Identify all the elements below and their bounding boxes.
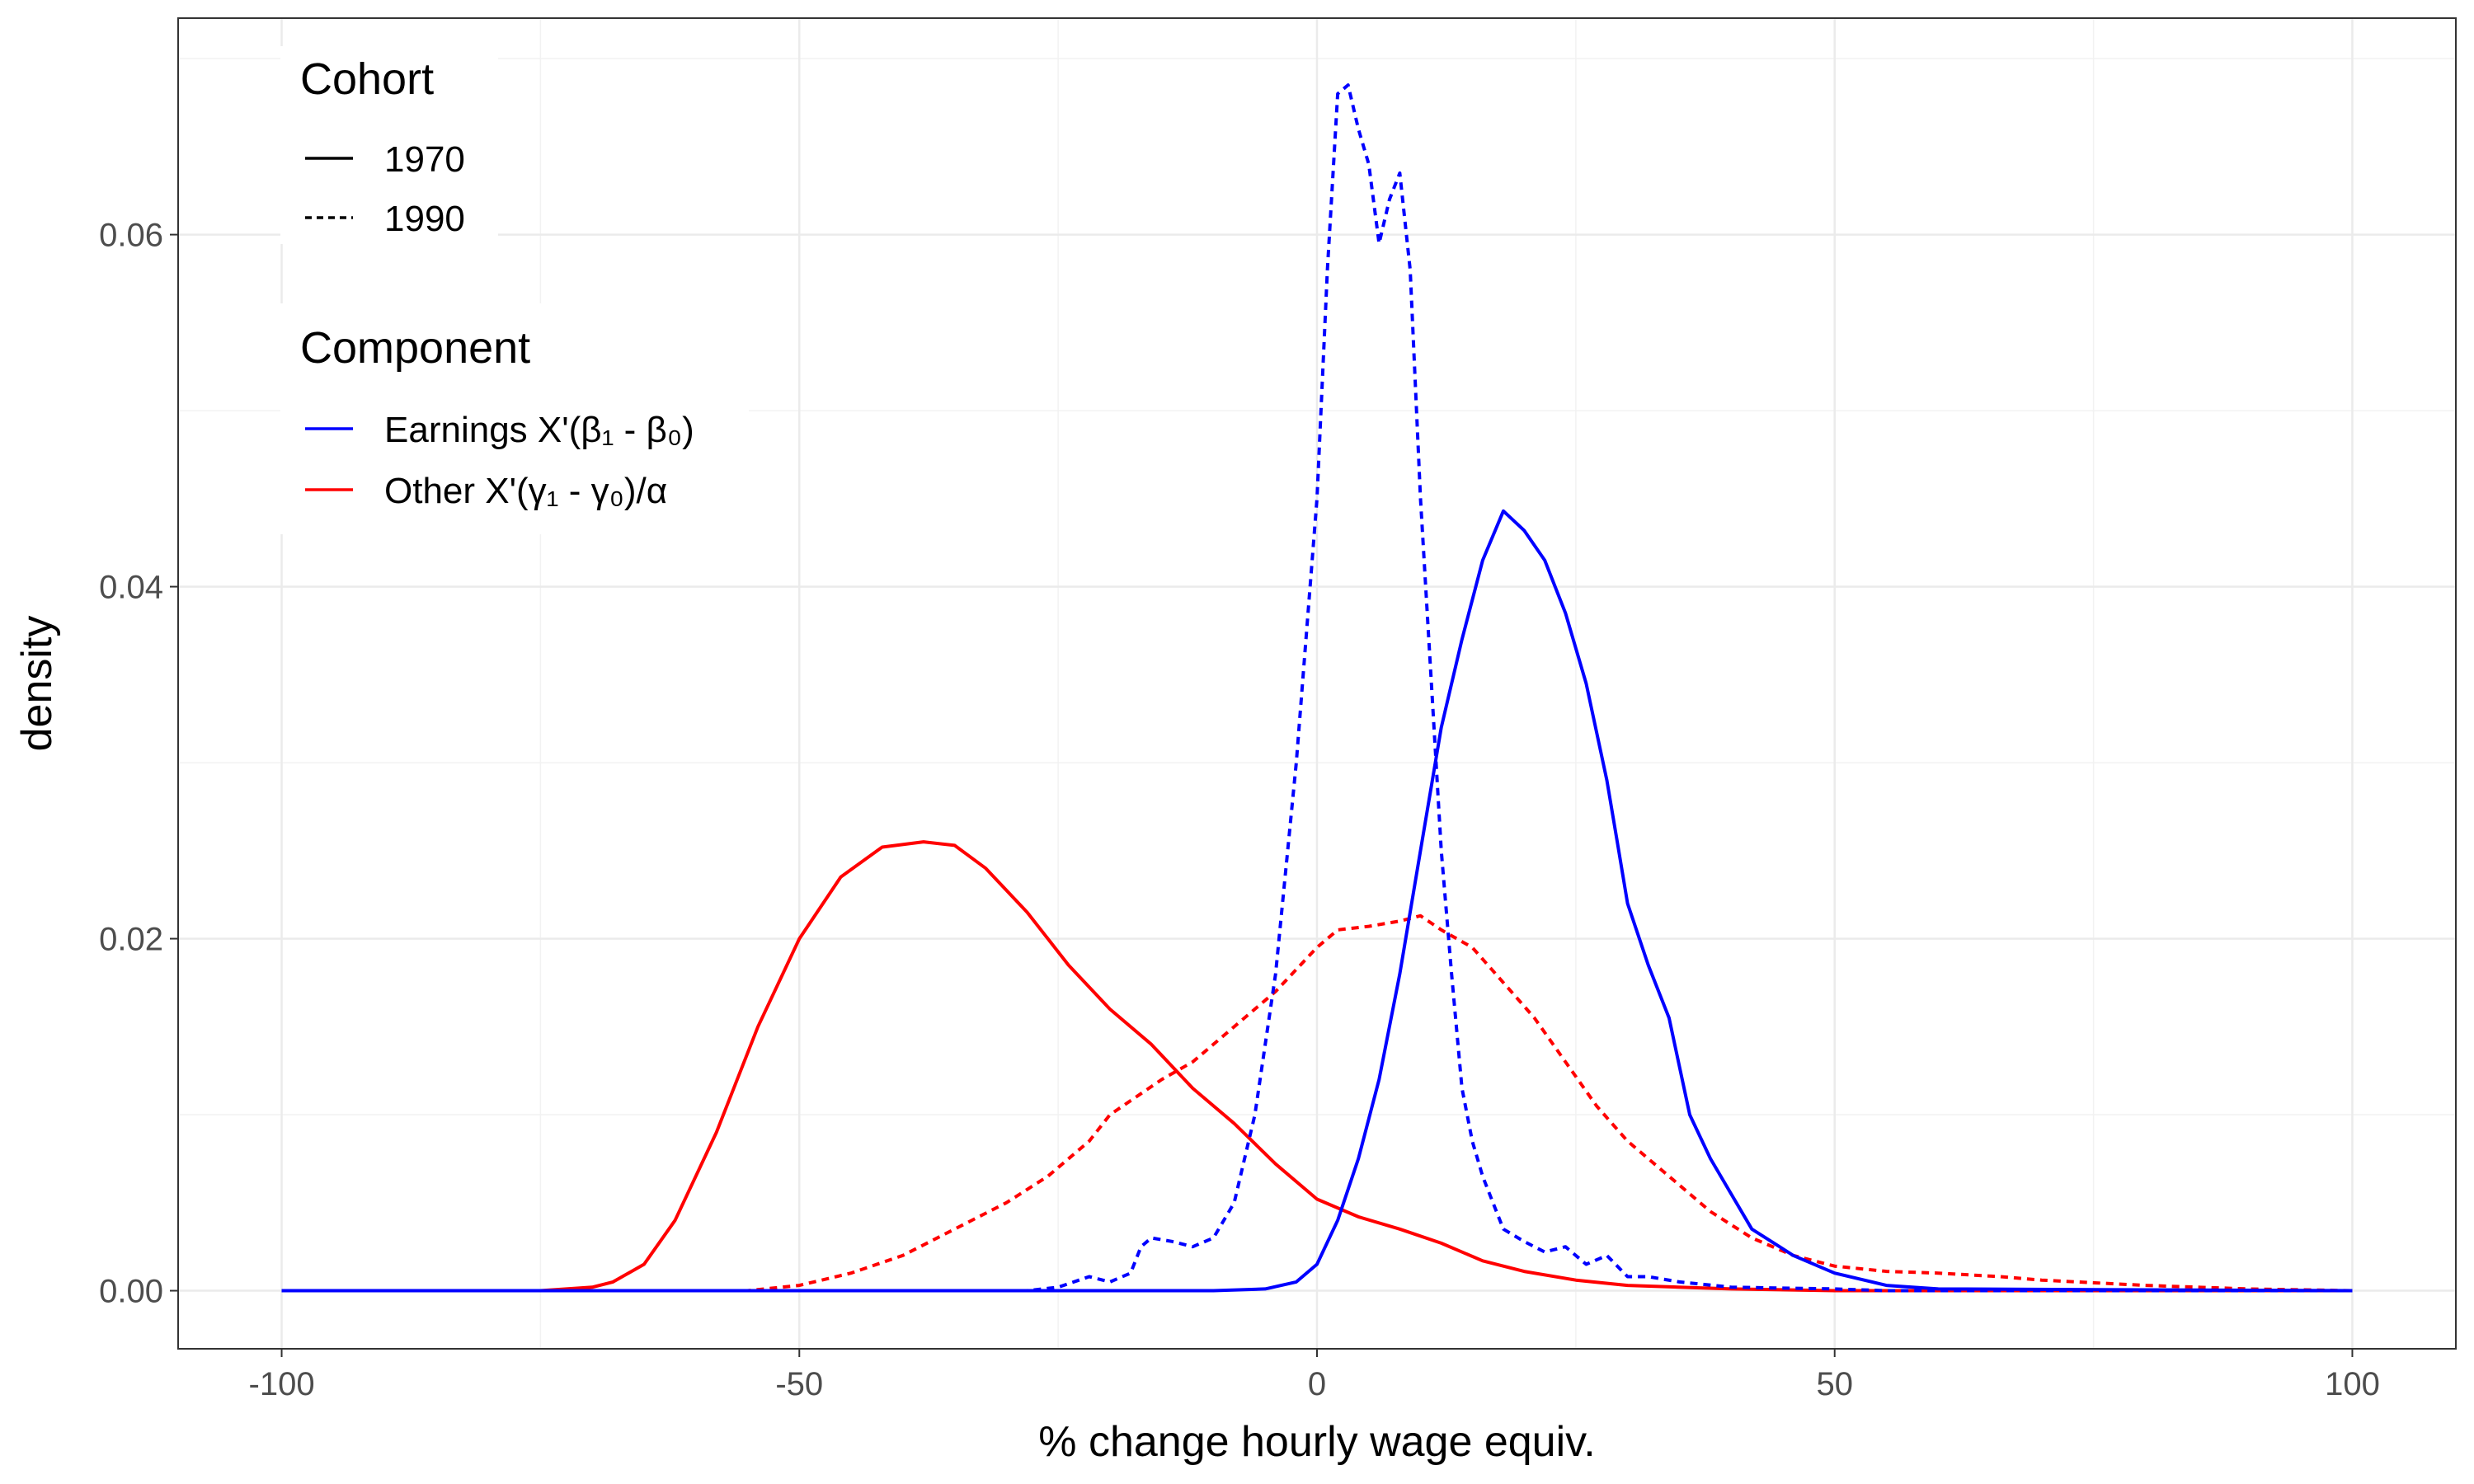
earnings-1970-density-line <box>281 509 2353 1293</box>
y-tick-label: 0.04 <box>99 570 163 606</box>
legend-label-earnings: Earnings X'(β₁ - β₀) <box>384 410 694 450</box>
legend-label-1990: 1990 <box>384 199 465 239</box>
x-tick-label: -50 <box>775 1366 823 1402</box>
x-tick-label: -100 <box>249 1366 315 1402</box>
y-axis: 0.00 0.02 0.04 0.06 <box>99 218 178 1310</box>
legend-label-1970: 1970 <box>384 139 465 180</box>
x-tick-label: 50 <box>1816 1366 1853 1402</box>
legend-label-other: Other X'(γ₁ - γ₀)/α <box>384 471 667 511</box>
x-axis-title: % change hourly wage equiv. <box>1038 1418 1595 1466</box>
legend-component-title: Component <box>300 323 530 373</box>
legend-component: Component Earnings X'(β₁ - β₀) Other X'(… <box>280 303 749 534</box>
legend-cohort: Cohort 1970 1990 <box>280 46 498 244</box>
series-layer <box>281 83 2353 1293</box>
y-tick-label: 0.06 <box>99 218 163 254</box>
y-tick-label: 0.00 <box>99 1274 163 1310</box>
x-axis: -100 -50 0 50 100 <box>249 1349 2380 1402</box>
x-tick-label: 0 <box>1308 1366 1326 1402</box>
other-1990-density-line <box>281 913 2353 1293</box>
x-tick-label: 100 <box>2325 1366 2380 1402</box>
legend-cohort-title: Cohort <box>300 54 434 104</box>
y-axis-title: density <box>13 616 61 752</box>
other-1970-density-line <box>281 840 2353 1293</box>
legend-cohort-background <box>280 46 498 244</box>
earnings-1990-density-line <box>281 83 2353 1293</box>
y-tick-label: 0.02 <box>99 922 163 958</box>
legend-component-background <box>280 303 749 534</box>
